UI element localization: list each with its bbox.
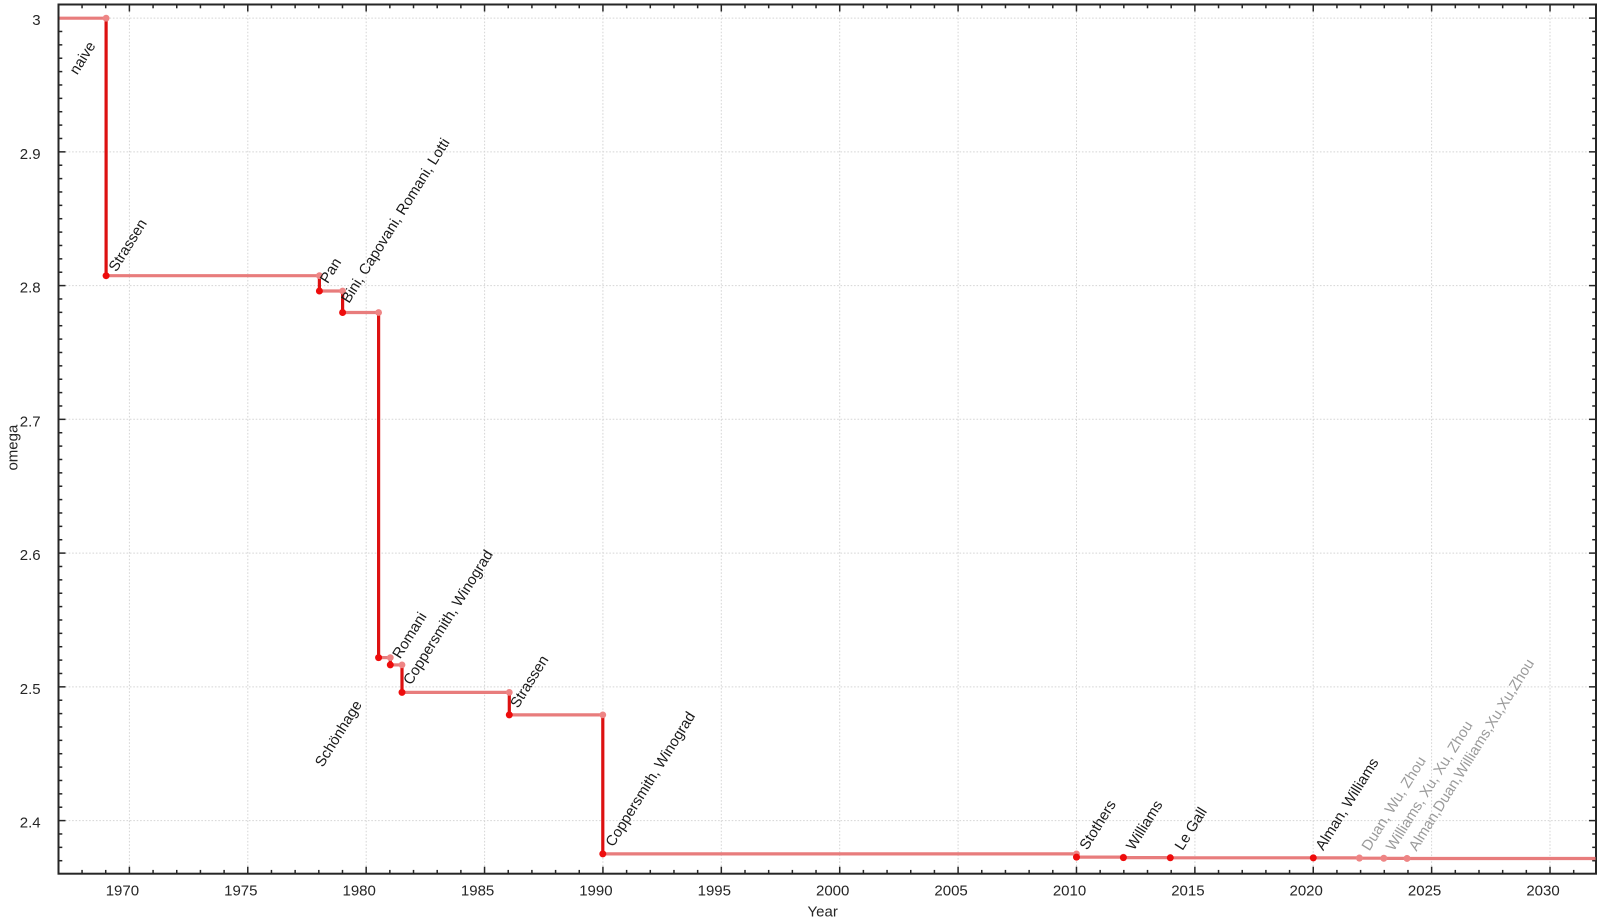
svg-text:2.9: 2.9 — [20, 146, 41, 163]
svg-text:1970: 1970 — [106, 883, 139, 900]
svg-text:2005: 2005 — [934, 883, 967, 900]
svg-text:2010: 2010 — [1053, 883, 1086, 900]
svg-text:3: 3 — [32, 12, 40, 29]
svg-text:2025: 2025 — [1408, 883, 1441, 900]
svg-text:2.4: 2.4 — [20, 815, 41, 832]
svg-text:2.7: 2.7 — [20, 413, 41, 430]
svg-text:2030: 2030 — [1526, 883, 1559, 900]
svg-text:2015: 2015 — [1171, 883, 1204, 900]
svg-text:2.5: 2.5 — [20, 681, 41, 698]
svg-text:2.8: 2.8 — [20, 280, 41, 297]
svg-text:1985: 1985 — [461, 883, 494, 900]
svg-text:1995: 1995 — [698, 883, 731, 900]
svg-text:1980: 1980 — [343, 883, 376, 900]
svg-text:2000: 2000 — [816, 883, 849, 900]
svg-text:1975: 1975 — [224, 883, 257, 900]
svg-text:Year: Year — [808, 903, 838, 920]
svg-text:2020: 2020 — [1290, 883, 1323, 900]
svg-text:1990: 1990 — [579, 883, 612, 900]
svg-text:omega: omega — [5, 424, 22, 471]
svg-text:2.6: 2.6 — [20, 547, 41, 564]
